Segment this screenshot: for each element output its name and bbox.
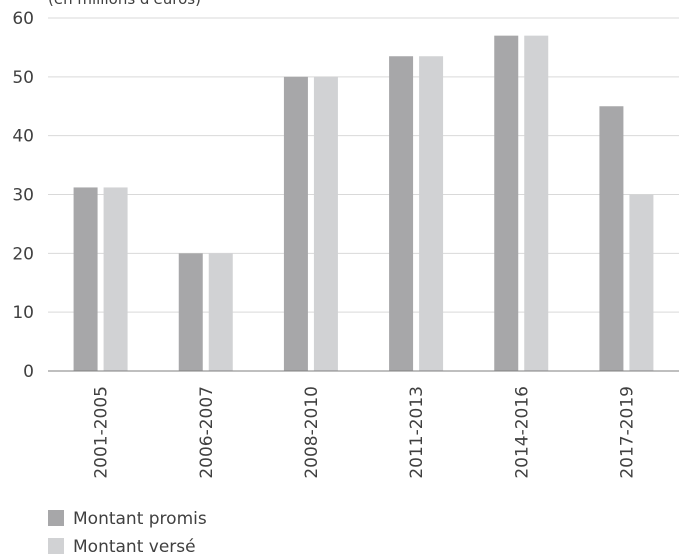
bar-montant-promis-2001-2005 <box>73 187 98 371</box>
bar-montant-verse-2008-2010 <box>313 76 338 371</box>
y-tick-label: 50 <box>12 68 34 88</box>
x-tick-label: 2017-2019 <box>617 386 637 479</box>
legend-swatch <box>48 510 64 526</box>
bar-montant-verse-2014-2016 <box>524 35 549 372</box>
y-tick-label: 60 <box>12 9 34 29</box>
y-tick-label: 40 <box>12 127 34 147</box>
gridlines <box>48 17 679 313</box>
bar-montant-promis-2008-2010 <box>283 76 308 371</box>
bars <box>73 35 654 372</box>
unit-note: (en millions d'euros) <box>48 0 201 8</box>
y-tick-label: 30 <box>12 186 34 206</box>
y-tick-label: 10 <box>12 303 34 323</box>
x-tick-label: 2006-2007 <box>197 386 217 479</box>
bar-montant-verse-2006-2007 <box>208 253 233 371</box>
y-axis-ticks: 0 10 20 30 40 50 60 <box>12 9 34 382</box>
legend-label: Montant versé <box>73 537 196 557</box>
bar-montant-verse-2017-2019 <box>629 194 654 371</box>
x-axis-ticks: 2001-2005 2006-2007 2008-2010 2011-2013 2014… <box>92 386 638 479</box>
legend: Montant promis Montant versé <box>48 509 207 557</box>
x-tick-label: 2001-2005 <box>92 386 112 479</box>
x-tick-label: 2008-2010 <box>302 386 322 479</box>
bar-montant-verse-2011-2013 <box>419 56 444 371</box>
x-tick-label: 2014-2016 <box>512 386 532 479</box>
legend-swatch <box>48 538 64 554</box>
bar-montant-promis-2011-2013 <box>389 56 414 371</box>
bar-montant-verse-2001-2005 <box>103 187 128 371</box>
legend-label: Montant promis <box>73 509 207 529</box>
bar-montant-promis-2017-2019 <box>599 106 624 371</box>
bar-montant-promis-2014-2016 <box>494 35 519 372</box>
y-tick-label: 20 <box>12 244 34 264</box>
x-tick-label: 2011-2013 <box>407 386 427 479</box>
bar-montant-promis-2006-2007 <box>178 253 203 371</box>
y-tick-label: 0 <box>23 362 34 382</box>
